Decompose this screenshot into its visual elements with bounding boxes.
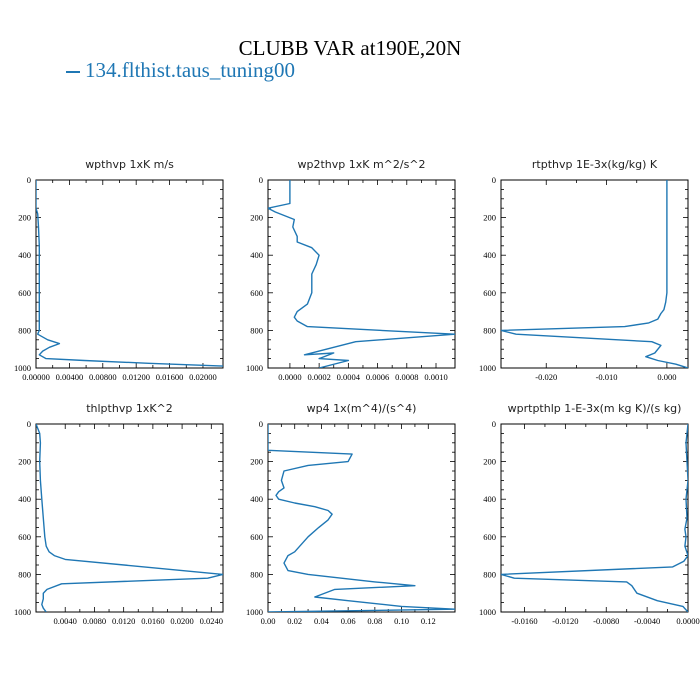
subplot-title: wprtpthlp 1-E-3x(m kg K)/(s kg) xyxy=(508,402,682,415)
y-tick-label: 0 xyxy=(259,419,263,429)
subplot-6: wprtpthlp 1-E-3x(m kg K)/(s kg) 0 200 400 60… xyxy=(479,402,700,626)
plot-frame xyxy=(267,179,456,369)
series-line xyxy=(36,424,223,612)
y-tick-label: 600 xyxy=(18,532,31,542)
y-tick-label: 200 xyxy=(483,213,496,223)
x-tick-label: -0.010 xyxy=(596,372,618,382)
y-tick-label: 200 xyxy=(250,213,263,223)
y-tick-label: 600 xyxy=(483,288,496,298)
y-tick-label: 1000 xyxy=(246,607,263,617)
y-tick-label: 0 xyxy=(27,175,31,185)
x-tick-label: 0.00400 xyxy=(56,372,84,382)
x-tick-label: 0.06 xyxy=(341,616,356,626)
y-tick-label: 0 xyxy=(492,175,496,185)
x-tick-label: 0.0200 xyxy=(170,616,193,626)
x-tick-label: 0.0008 xyxy=(395,372,418,382)
series-line xyxy=(501,424,688,612)
x-tick-label: 0.02000 xyxy=(189,372,217,382)
x-tick-label: 0.00000 xyxy=(22,372,50,382)
x-tick-label: 0.0002 xyxy=(307,372,330,382)
x-tick-label: 0.0000 xyxy=(278,372,301,382)
series-line xyxy=(501,180,688,368)
x-tick-label: 0.04 xyxy=(314,616,330,626)
y-tick-label: 400 xyxy=(483,250,496,260)
subplot-title: wp4 1x(m^4)/(s^4) xyxy=(307,402,417,415)
plot-frame xyxy=(35,179,224,369)
subplot-title: wpthvp 1xK m/s xyxy=(85,158,174,171)
x-tick-label: 0.10 xyxy=(394,616,409,626)
y-tick-label: 800 xyxy=(250,325,263,335)
plot-frame xyxy=(500,423,689,613)
y-tick-label: 1000 xyxy=(14,363,31,373)
subplot-4: thlpthvp 1xK^2 0 200 400 600 800 1000 0.0040 0.0… xyxy=(14,402,224,626)
y-tick-label: 600 xyxy=(18,288,31,298)
y-tick-label: 400 xyxy=(250,250,263,260)
subplot-title: thlpthvp 1xK^2 xyxy=(86,402,173,415)
y-tick-label: 600 xyxy=(250,288,263,298)
x-tick-label: 0.000 xyxy=(657,372,676,382)
x-tick-label: 0.0240 xyxy=(200,616,223,626)
y-tick-label: 800 xyxy=(483,569,496,579)
series-line xyxy=(268,424,455,612)
y-tick-label: 800 xyxy=(483,325,496,335)
y-tick-label: 0 xyxy=(492,419,496,429)
legend-entry: 134.flthist.taus_tuning00 xyxy=(66,58,295,83)
x-tick-label: 0.0080 xyxy=(83,616,106,626)
x-tick-label: 0.01200 xyxy=(122,372,150,382)
y-tick-label: 800 xyxy=(250,569,263,579)
y-tick-label: 200 xyxy=(250,457,263,467)
x-tick-label: 0.0006 xyxy=(366,372,389,382)
y-tick-label: 0 xyxy=(27,419,31,429)
y-tick-label: 400 xyxy=(18,250,31,260)
y-tick-label: 200 xyxy=(483,457,496,467)
x-tick-label: -0.0120 xyxy=(552,616,578,626)
x-tick-label: 0.02 xyxy=(287,616,302,626)
x-tick-label: 0.0160 xyxy=(141,616,164,626)
subplot-title: wp2thvp 1xK m^2/s^2 xyxy=(297,158,425,171)
plot-frame xyxy=(500,179,689,369)
y-tick-label: 600 xyxy=(483,532,496,542)
subplot-2: wp2thvp 1xK m^2/s^2 0 200 400 600 800 1000 0.00… xyxy=(246,158,456,382)
x-tick-label: 0.0120 xyxy=(112,616,135,626)
subplot-title: rtpthvp 1E-3x(kg/kg) K xyxy=(532,158,658,171)
y-tick-label: 1000 xyxy=(246,363,263,373)
x-tick-label: 0.0010 xyxy=(424,372,447,382)
y-tick-label: 200 xyxy=(18,457,31,467)
y-tick-label: 1000 xyxy=(14,607,31,617)
figure-title: CLUBB VAR at190E,20N xyxy=(238,36,462,60)
y-tick-label: 400 xyxy=(250,494,263,504)
y-tick-label: 600 xyxy=(250,532,263,542)
y-tick-label: 1000 xyxy=(479,607,496,617)
x-tick-label: 0.12 xyxy=(421,616,436,626)
y-tick-label: 1000 xyxy=(479,363,496,373)
x-tick-label: 0.01600 xyxy=(156,372,184,382)
x-tick-label: -0.0080 xyxy=(593,616,619,626)
x-tick-label: 0.00800 xyxy=(89,372,117,382)
x-tick-label: 0.08 xyxy=(367,616,382,626)
legend-line-swatch xyxy=(66,71,80,74)
x-tick-label: 0.0000 xyxy=(676,616,699,626)
y-tick-label: 400 xyxy=(18,494,31,504)
x-tick-label: -0.0160 xyxy=(511,616,537,626)
y-tick-label: 400 xyxy=(483,494,496,504)
y-tick-label: 0 xyxy=(259,175,263,185)
subplot-3: rtpthvp 1E-3x(kg/kg) K 0 200 400 600 800 1000 -… xyxy=(479,158,689,382)
x-tick-label: 0.00 xyxy=(261,616,276,626)
y-tick-label: 800 xyxy=(18,569,31,579)
legend-label: 134.flthist.taus_tuning00 xyxy=(85,58,295,82)
series-line xyxy=(268,180,455,368)
x-tick-label: -0.020 xyxy=(535,372,557,382)
y-tick-label: 200 xyxy=(18,213,31,223)
x-tick-label: 0.0040 xyxy=(54,616,77,626)
x-tick-label: -0.0040 xyxy=(634,616,660,626)
x-tick-label: 0.0004 xyxy=(337,372,361,382)
series-line xyxy=(36,180,223,367)
y-tick-label: 800 xyxy=(18,325,31,335)
